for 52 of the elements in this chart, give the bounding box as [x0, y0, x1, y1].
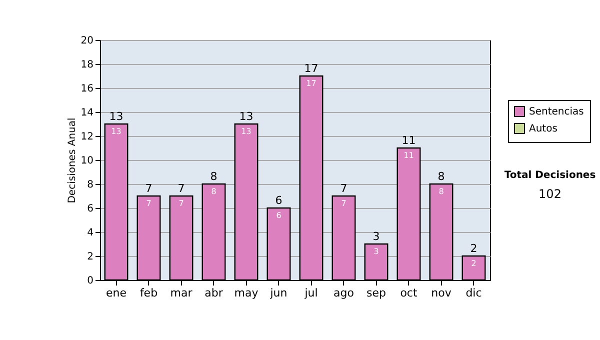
y-tick-label: 6: [87, 204, 94, 214]
data-label: 6: [276, 211, 282, 220]
text: 102: [538, 187, 562, 201]
total-label: 7: [145, 182, 152, 195]
y-tick-label: 8: [87, 180, 94, 190]
y-tick-label: 10: [80, 156, 94, 166]
total-label: 13: [239, 110, 254, 123]
y-tick-label: 0: [87, 276, 94, 286]
data-label: 2: [471, 259, 476, 268]
total-label: 13: [109, 110, 124, 123]
data-label: 13: [111, 127, 122, 136]
y-axis-title: Decisiones Anual: [66, 118, 78, 204]
total-label: 6: [275, 194, 282, 207]
data-label: 13: [241, 127, 252, 136]
x-tick-label: ene: [106, 286, 127, 300]
legend-label: Sentencias: [529, 106, 584, 118]
data-label: 17: [306, 79, 316, 88]
data-label: 8: [211, 187, 216, 196]
y-tick-label: 4: [87, 228, 94, 238]
y-tick-label: 20: [80, 36, 94, 46]
x-tick-label: jul: [304, 286, 318, 300]
data-label: 7: [341, 199, 346, 208]
text: Total Decisiones: [503, 170, 597, 181]
x-tick-label: mar: [170, 286, 193, 300]
data-label: 3: [374, 247, 379, 256]
total-label: 8: [438, 170, 445, 183]
legend-label: Autos: [529, 124, 558, 134]
data-label: 11: [404, 151, 414, 160]
total-label: 3: [372, 230, 380, 243]
data-label: 8: [438, 187, 444, 196]
x-tick-label: abr: [204, 286, 224, 300]
y-tick-label: 16: [80, 84, 94, 94]
x-tick-label: ago: [334, 286, 354, 300]
total-label: 7: [178, 182, 185, 195]
total-label: 11: [402, 134, 416, 147]
x-tick-label: oct: [400, 286, 418, 300]
data-label: 7: [146, 199, 152, 208]
x-tick-label: dic: [466, 286, 482, 300]
total-label: 2: [470, 242, 478, 255]
x-tick-label: feb: [140, 286, 158, 300]
total-label: 17: [304, 62, 318, 75]
total-label: 7: [340, 182, 348, 195]
x-tick-label: nov: [431, 286, 452, 300]
y-tick-label: 18: [80, 60, 94, 70]
x-tick-label: may: [234, 286, 259, 300]
x-tick-label: jun: [269, 286, 288, 300]
y-tick-label: 12: [80, 132, 94, 142]
data-label: 7: [178, 199, 184, 208]
total-label: 8: [210, 170, 218, 183]
y-tick-label: 2: [87, 252, 94, 262]
x-tick-label: sep: [366, 286, 386, 300]
y-tick-label: 14: [80, 108, 94, 118]
